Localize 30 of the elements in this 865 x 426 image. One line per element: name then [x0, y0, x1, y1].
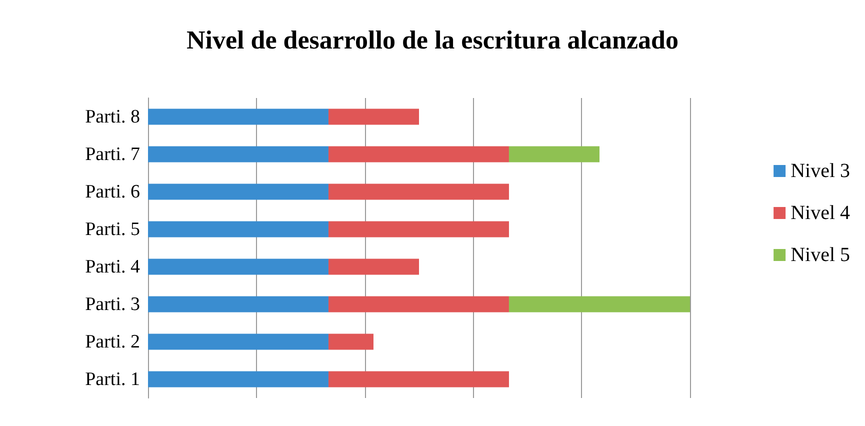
- bar: [148, 146, 328, 162]
- bar: [508, 146, 600, 162]
- legend-label: Nivel 4: [790, 202, 850, 224]
- y-tick-label: Parti. 2: [85, 331, 140, 352]
- bar: [148, 334, 328, 350]
- y-tick-label: Parti. 1: [85, 368, 140, 390]
- y-tick-label: Parti. 4: [85, 256, 140, 278]
- bar: [328, 221, 509, 238]
- chart-title: Nivel de desarrollo de la escritura alcanzado: [186, 26, 679, 54]
- bar: [328, 371, 509, 388]
- bar: [328, 258, 419, 275]
- bar: [148, 258, 328, 275]
- bar: [328, 296, 509, 312]
- y-tick-label: Parti. 6: [85, 181, 140, 202]
- y-tick-label: Parti. 8: [85, 106, 140, 128]
- bar: [328, 146, 509, 162]
- y-tick-label: Parti. 7: [85, 144, 140, 165]
- bar: [148, 296, 328, 312]
- bar: [148, 371, 328, 388]
- bar: [328, 184, 509, 200]
- y-tick-label: Parti. 3: [85, 294, 140, 315]
- bar: [148, 221, 328, 238]
- legend-label: Nivel 5: [790, 244, 850, 266]
- bar: [508, 296, 690, 312]
- bar: [148, 108, 328, 125]
- bar: [328, 108, 419, 125]
- bar: [148, 184, 328, 200]
- y-tick-label: Parti. 5: [85, 218, 140, 240]
- legend-label: Nivel 3: [790, 160, 850, 182]
- bar: [328, 334, 374, 350]
